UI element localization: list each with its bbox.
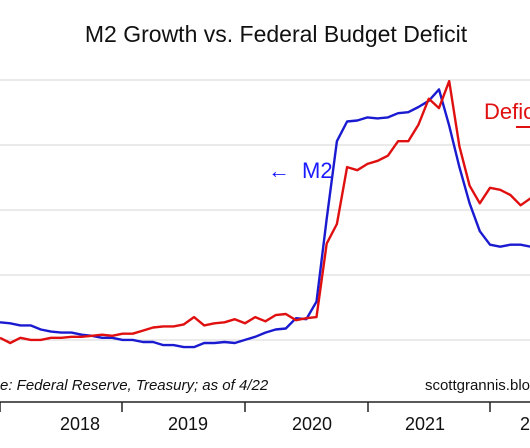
m2-label: M2 [302, 158, 333, 183]
annotations: ← M2 Defic [268, 99, 530, 183]
x-tick-label-2: 2020 [292, 414, 332, 434]
chart-title: M2 Growth vs. Federal Budget Deficit [85, 21, 468, 47]
x-axis-ticks: 2018 2019 2020 2021 2 [0, 402, 530, 434]
credit-note: scottgrannis.blo [425, 377, 530, 394]
series-lines [0, 79, 530, 349]
source-note: e: Federal Reserve, Treasury; as of 4/22 [0, 377, 269, 394]
x-tick-label-1: 2019 [168, 414, 208, 434]
x-tick-label-4: 2 [520, 414, 530, 434]
m2-arrow: ← [268, 158, 290, 183]
x-tick-label-0: 2018 [60, 414, 100, 434]
deficit-label: Defic [484, 99, 530, 124]
series-line-deficit [0, 79, 530, 345]
x-tick-label-3: 2021 [405, 414, 445, 434]
grid-lines [0, 79, 530, 341]
